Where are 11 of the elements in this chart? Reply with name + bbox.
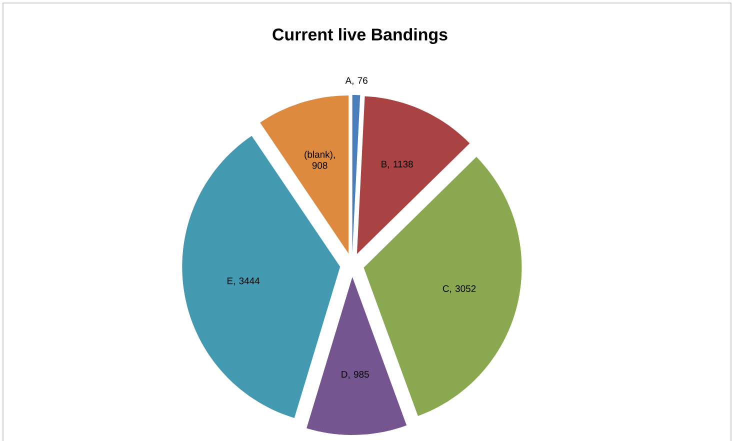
data-label: , 3444 <box>234 277 260 286</box>
slice-label: B <box>382 160 387 168</box>
slice-label: D <box>342 370 348 378</box>
chart-title: Current live Bandings <box>272 28 448 44</box>
data-label: , 1138 <box>388 160 413 168</box>
data-label: , 985 <box>348 370 369 379</box>
slice-label: A <box>345 77 352 84</box>
slice-label: E <box>227 277 233 284</box>
slice-label: C <box>442 285 449 292</box>
data-label: , 76 <box>352 76 368 85</box>
data-label: , 3052 <box>450 285 476 293</box>
